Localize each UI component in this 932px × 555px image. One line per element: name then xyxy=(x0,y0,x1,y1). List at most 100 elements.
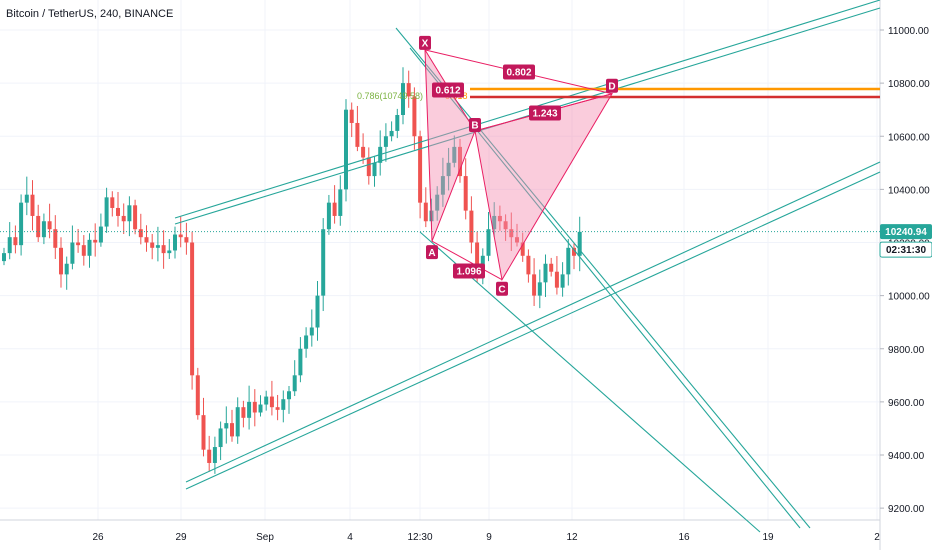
candle-body xyxy=(207,449,212,463)
candle-body xyxy=(298,348,303,376)
candle-body xyxy=(201,415,206,450)
ratio-label: 0.612 xyxy=(435,86,460,97)
pattern-bcd xyxy=(474,92,614,282)
candle-body xyxy=(81,245,86,256)
candle-body xyxy=(395,115,400,131)
candle-body xyxy=(161,245,166,254)
candle-body xyxy=(190,242,195,376)
pattern-point-x-bg xyxy=(419,35,431,50)
countdown-badge-bg xyxy=(879,241,932,258)
x-tick-label: 26 xyxy=(92,532,104,543)
candle-body xyxy=(366,157,371,177)
candle-body xyxy=(503,221,508,230)
fib-text: 0.786(10749.58) xyxy=(357,91,423,101)
candle-body xyxy=(321,229,326,296)
pattern-point-c-bg xyxy=(496,281,508,296)
candle-body xyxy=(344,109,348,190)
candle-body xyxy=(537,282,542,296)
candle-body xyxy=(543,263,548,283)
y-tick-label: 9800.00 xyxy=(888,345,925,356)
candle-body xyxy=(247,401,252,418)
ratio-label: 1.096 xyxy=(456,267,481,278)
candle-body xyxy=(412,96,417,137)
pattern-point-a: A xyxy=(428,248,435,259)
candle-body xyxy=(53,229,58,248)
y-tick-label: 10000.00 xyxy=(888,292,930,303)
candle-body xyxy=(41,221,46,238)
candle-body xyxy=(560,274,565,288)
ratio-label-bg xyxy=(529,105,561,121)
candle-body xyxy=(218,428,223,448)
trend-line xyxy=(174,7,881,225)
candle-body xyxy=(167,250,172,254)
x-tick-label: 12:30 xyxy=(407,532,432,543)
ratio-label: 0.802 xyxy=(506,68,531,79)
pattern-point-d: D xyxy=(608,81,615,92)
candle-body xyxy=(475,242,480,270)
candle-body xyxy=(116,207,120,216)
y-tick-label: 9400.00 xyxy=(888,451,925,462)
candle-body xyxy=(463,176,468,211)
y-tick-label: 10600.00 xyxy=(888,132,930,143)
candle-body xyxy=(235,407,240,437)
candle-body xyxy=(2,253,6,262)
candle-body xyxy=(138,229,143,238)
candle-body xyxy=(269,396,274,408)
candle-body xyxy=(326,202,331,230)
candle-body xyxy=(338,189,343,216)
ratio-label-bg xyxy=(503,64,535,80)
candle-body xyxy=(230,423,234,437)
trend-line xyxy=(185,171,881,490)
candle-body xyxy=(361,146,366,158)
candle-body xyxy=(47,221,52,230)
pattern-point-b-bg xyxy=(469,117,481,132)
candle-body xyxy=(127,205,132,222)
pattern-point-a-bg xyxy=(426,245,438,260)
y-tick-label: 10800.00 xyxy=(888,79,930,90)
candle-body xyxy=(355,122,360,147)
candle-body xyxy=(7,237,12,254)
candle-body xyxy=(440,176,445,195)
candle-body xyxy=(452,146,457,163)
candle-body xyxy=(287,391,291,400)
x-tick-label: 4 xyxy=(347,532,353,543)
candle-body xyxy=(173,234,177,251)
candle-body xyxy=(332,202,337,216)
candle-body xyxy=(133,205,138,230)
candle-body xyxy=(458,146,462,177)
candle-body xyxy=(509,229,514,238)
candle-body xyxy=(24,194,29,203)
x-tick-label: 2 xyxy=(874,532,880,543)
candle-body xyxy=(144,237,149,243)
candle-body xyxy=(497,215,502,222)
ratio-label-bg xyxy=(432,82,464,98)
trend-line xyxy=(419,231,761,533)
candle-body xyxy=(110,197,115,208)
candle-body xyxy=(435,194,440,211)
candle-body xyxy=(309,327,314,336)
candle-body xyxy=(532,274,537,296)
candle-body xyxy=(418,136,423,203)
grid xyxy=(0,0,880,520)
candle-body xyxy=(87,239,92,256)
candle-body xyxy=(492,215,497,230)
pattern-point-c: C xyxy=(498,284,505,295)
pattern-point-x: X xyxy=(422,39,429,50)
candle-body xyxy=(315,295,320,328)
candle-body xyxy=(64,263,69,275)
candle-body xyxy=(526,255,531,275)
trend-line xyxy=(185,161,881,483)
candle-body xyxy=(281,399,286,410)
candle-body xyxy=(275,407,280,410)
candle-body xyxy=(372,162,377,177)
candle-body xyxy=(304,335,309,349)
candle-body xyxy=(184,237,189,243)
ratio-label-bg xyxy=(453,263,485,279)
candle-body xyxy=(549,263,554,272)
candle-body xyxy=(121,215,126,222)
candle-body xyxy=(515,237,519,243)
x-axis: 26 29 Sep 4 12:30 9 12 16 19 2 xyxy=(92,532,880,543)
candle-body xyxy=(566,247,571,275)
